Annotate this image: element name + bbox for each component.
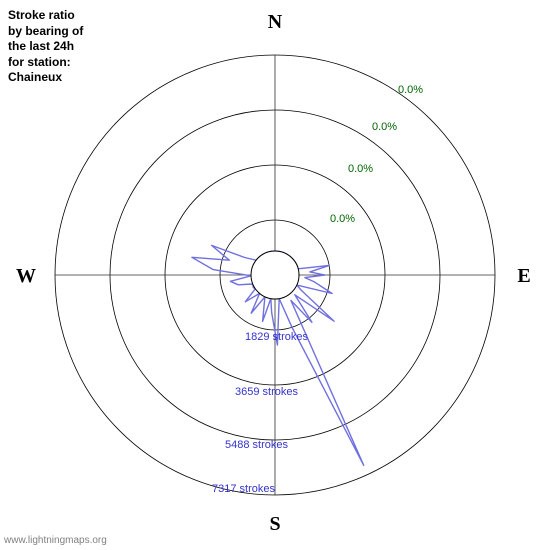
polar-chart: 0.0% 0.0% 0.0% 0.0% 1829 strokes 3659 stroke… <box>0 0 550 550</box>
ring-stroke-label: 7317 strokes <box>212 483 275 495</box>
center-hub <box>251 251 299 299</box>
footer-attribution: www.lightningmaps.org <box>4 535 107 546</box>
cardinal-label: S <box>269 513 280 535</box>
cardinal-label: E <box>517 265 530 287</box>
ring-percent-label: 0.0% <box>372 121 397 133</box>
ring-stroke-label: 5488 strokes <box>225 439 288 451</box>
cardinal-label: W <box>16 265 36 287</box>
ring-stroke-label: 3659 strokes <box>235 386 298 398</box>
cardinal-label: N <box>268 11 283 33</box>
ring-percent-label: 0.0% <box>348 163 373 175</box>
ring-percent-label: 0.0% <box>398 84 423 96</box>
ring-percent-label: 0.0% <box>330 213 355 225</box>
ring-stroke-label: 1829 strokes <box>245 331 308 343</box>
